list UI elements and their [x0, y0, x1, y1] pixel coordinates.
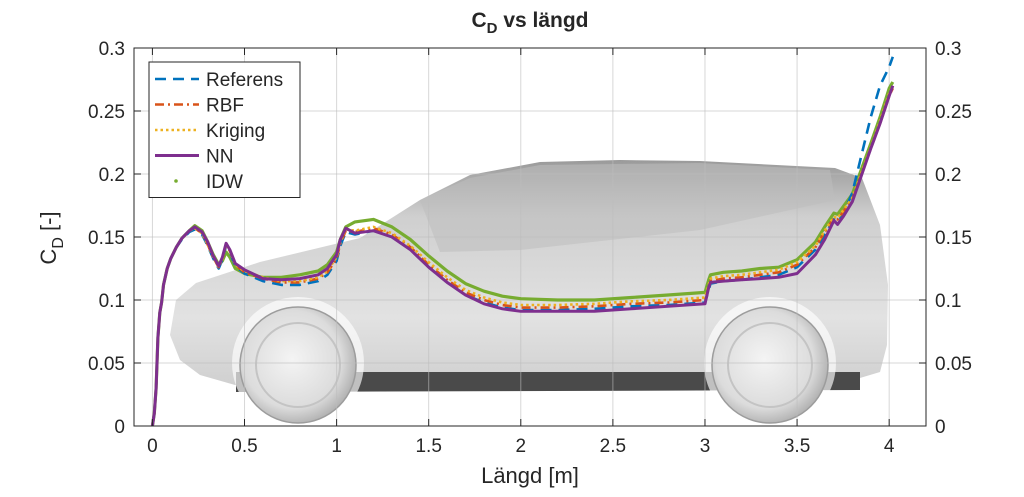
rear-wheel: [711, 306, 829, 424]
x-tick-label: 1.5: [415, 436, 441, 457]
legend-label: NN: [206, 147, 233, 168]
x-tick-label: 1: [331, 436, 342, 457]
y-tick-labels-left: 0 0.05 0.1 0.15 0.2 0.25 0.3: [88, 39, 125, 438]
legend-item-nn: NN: [155, 147, 233, 168]
x-tick-label: 4: [884, 436, 895, 457]
series-line-nn: [150, 85, 895, 427]
car-underbody: [236, 372, 860, 392]
y-tick-label-left: 0.3: [99, 39, 125, 60]
axes: [133, 47, 927, 427]
y-tick-label-left: 0.05: [88, 354, 125, 375]
x-tick-label: 3: [700, 436, 711, 457]
wheel-rim: [255, 322, 341, 408]
front-wheel: [239, 306, 357, 424]
y-tick-label-left: 0.1: [99, 291, 125, 312]
legend-item-referens: Referens: [155, 70, 283, 91]
y-tick-label-right: 0.3: [935, 39, 961, 60]
y-tick-labels-right: 0 0.05 0.1 0.15 0.2 0.25 0.3: [935, 39, 972, 438]
x-tick-label: 2: [516, 436, 527, 457]
series-line-kriging: [151, 85, 894, 427]
legend-label: Kriging: [206, 121, 265, 142]
series-lines: [150, 56, 895, 427]
x-tick-label: 3.5: [784, 436, 810, 457]
car-silhouette-image: [170, 160, 888, 429]
y-tick-label-right: 0: [935, 417, 946, 438]
legend-label: IDW: [206, 172, 243, 193]
legend-label: RBF: [206, 96, 244, 117]
legend-label: Referens: [206, 70, 283, 91]
y-tick-label-right: 0.1: [935, 291, 961, 312]
chart-title: CD vs längd: [471, 9, 588, 37]
legend: Referens RBF Kriging NN IDW: [148, 61, 301, 198]
y-tick-label-right: 0.2: [935, 165, 961, 186]
legend-item-rbf: RBF: [155, 96, 244, 117]
y-tick-label-left: 0: [114, 417, 125, 438]
x-tick-label: 0: [147, 436, 158, 457]
y-tick-label-left: 0.25: [88, 102, 125, 123]
x-tick-label: 2.5: [600, 436, 626, 457]
y-tick-label-right: 0.15: [935, 228, 972, 249]
legend-item-idw: IDW: [174, 172, 243, 193]
legend-marker: [174, 179, 178, 183]
wheel-rim: [727, 322, 813, 408]
x-axis-label: Längd [m]: [481, 463, 579, 488]
y-tick-label-left: 0.2: [99, 165, 125, 186]
legend-item-kriging: Kriging: [155, 121, 265, 142]
y-axis-label: CD [-]: [36, 211, 67, 264]
legend-box: [148, 61, 301, 198]
x-tick-labels: 0 0.5 1 1.5 2 2.5 3 3.5 4: [147, 436, 895, 457]
x-tick-label: 0.5: [231, 436, 257, 457]
y-tick-label-left: 0.15: [88, 228, 125, 249]
y-tick-label-right: 0.25: [935, 102, 972, 123]
y-tick-label-right: 0.05: [935, 354, 972, 375]
car-roof-highlight: [420, 163, 835, 252]
